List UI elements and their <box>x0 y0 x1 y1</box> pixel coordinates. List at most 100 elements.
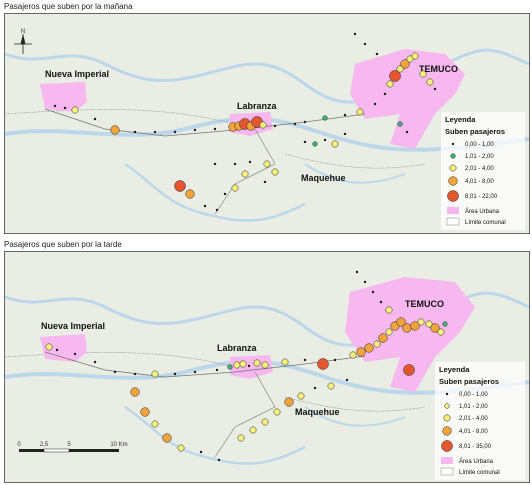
bus-stop-marker <box>403 364 415 376</box>
bus-stop-marker <box>410 321 420 331</box>
bus-stop-marker <box>389 70 401 82</box>
bus-stop-marker <box>253 359 261 367</box>
urban-nueva-imperial <box>40 82 87 112</box>
legend-class-3: 2,01 - 4,00 <box>459 416 488 422</box>
legend-class-2: 1,01 - 2,00 <box>465 154 494 160</box>
legend-limit-swatch <box>446 217 460 226</box>
bus-stop-marker <box>281 358 289 366</box>
bus-stop-marker <box>373 340 381 348</box>
bus-stop-marker <box>345 378 349 382</box>
bus-stop-marker <box>303 120 307 124</box>
label-maquehue: Maquehue <box>301 173 346 183</box>
label-labranza: Labranza <box>217 343 258 353</box>
bus-stop-marker <box>93 117 97 121</box>
bus-stop-marker <box>215 368 219 372</box>
panel-title-morning: Pasajeros que suben por la mañana <box>4 2 133 11</box>
bus-stop-marker <box>223 192 227 196</box>
bus-stop-marker <box>317 358 329 370</box>
bus-stop-marker <box>162 433 172 443</box>
bus-stop-marker <box>406 55 414 63</box>
legend-symbol-1 <box>445 392 449 396</box>
legend-symbol-5 <box>447 190 459 202</box>
bus-stop-marker <box>213 162 217 166</box>
bus-stop-marker <box>55 348 59 352</box>
bus-stop-marker <box>293 122 297 126</box>
bus-stop-marker <box>430 323 440 333</box>
map-afternoon: Nueva Imperial Labranza TEMUCO Maquehue … <box>4 251 530 483</box>
bus-stop-marker <box>349 351 357 359</box>
bus-stop-marker <box>405 130 409 134</box>
legend-class-3: 2,01 - 4,00 <box>465 166 494 172</box>
bus-stop-marker <box>411 52 419 60</box>
bus-stop-marker <box>396 317 406 327</box>
bus-stop-marker <box>174 180 186 192</box>
label-nueva-imperial: Nueva Imperial <box>41 321 105 331</box>
label-temuco: TEMUCO <box>405 299 444 309</box>
bus-stop-marker <box>303 140 307 144</box>
bus-stop-marker <box>385 328 393 336</box>
label-labranza: Labranza <box>237 101 278 111</box>
legend-class-5: 8,01 - 22,00 <box>465 194 498 200</box>
bus-stop-marker <box>343 113 347 117</box>
bus-stop-marker <box>233 361 241 369</box>
bus-stop-marker <box>185 189 195 199</box>
legend-title: Leyenda <box>439 365 470 374</box>
bus-stop-marker <box>177 444 185 452</box>
bus-stop-marker <box>379 300 383 304</box>
svg-text:N: N <box>21 29 25 35</box>
scale-tick-1: 2,5 <box>40 442 49 448</box>
passenger-points-morning <box>53 32 437 212</box>
scale-bar: 0 2,5 5 10 Km <box>17 442 128 453</box>
legend-symbol-4 <box>448 176 458 186</box>
legend-limit: Límite comunal <box>459 470 500 476</box>
bus-stop-marker <box>303 358 307 362</box>
bus-stop-marker <box>437 328 445 336</box>
bus-stop-marker <box>355 270 359 274</box>
bus-stop-marker <box>356 108 364 116</box>
bus-stop-marker <box>284 397 294 407</box>
legend-afternoon: Leyenda Suben pasajeros 0,00 - 1,00 1,01… <box>435 362 525 480</box>
bus-stop-marker <box>227 364 233 370</box>
bus-stop-marker <box>249 426 257 434</box>
legend-class-1: 0,00 - 1,00 <box>459 392 488 398</box>
bus-stop-marker <box>151 420 159 428</box>
bus-stop-marker <box>353 32 357 36</box>
bus-stop-marker <box>231 184 239 192</box>
scale-tick-2: 5 <box>67 442 71 448</box>
bus-stop-marker <box>363 42 367 46</box>
bus-stop-marker <box>273 124 277 128</box>
bus-stop-marker <box>356 347 366 357</box>
legend-symbol-4 <box>442 426 452 436</box>
bus-stop-marker <box>63 106 67 110</box>
legend-class-1: 0,00 - 1,00 <box>465 142 494 148</box>
bus-stop-marker <box>364 343 374 353</box>
bus-stop-marker <box>425 320 433 328</box>
bus-stop-marker <box>203 204 207 208</box>
bus-stop-marker <box>133 372 137 376</box>
bus-stop-marker <box>215 208 219 212</box>
passenger-points-afternoon <box>45 270 448 462</box>
bus-stop-marker <box>130 387 140 397</box>
urban-labranza <box>230 355 273 379</box>
bus-stop-marker <box>73 352 77 356</box>
bus-stop-marker <box>331 140 339 148</box>
bus-stop-marker <box>261 361 269 369</box>
legend-limit-swatch <box>440 467 454 476</box>
bus-stop-marker <box>313 386 317 390</box>
bus-stop-marker <box>426 78 434 86</box>
bus-stop-marker <box>113 370 117 374</box>
map-afternoon-svg: Nueva Imperial Labranza TEMUCO Maquehue … <box>5 252 529 482</box>
legend-symbol-2 <box>444 403 450 409</box>
label-nueva-imperial: Nueva Imperial <box>45 69 109 79</box>
bus-stop-marker <box>273 408 281 416</box>
bus-stop-marker <box>241 170 249 178</box>
bus-stop-marker <box>261 418 269 426</box>
bus-stop-marker <box>133 130 137 134</box>
bus-stop-marker <box>400 59 410 69</box>
legend-symbol-2 <box>450 153 456 159</box>
bus-stop-marker <box>71 106 79 114</box>
legend-symbol-5 <box>441 440 453 452</box>
bus-stop-marker <box>402 323 412 333</box>
bus-stop-marker <box>140 407 150 417</box>
bus-stop-marker <box>433 87 437 91</box>
